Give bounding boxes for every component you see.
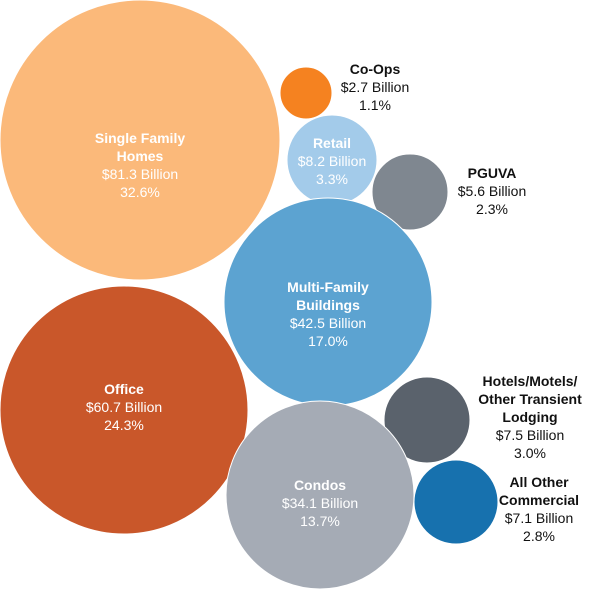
bubble-all-other-commercial: All Other Commercial $7.1 Billion 2.8% (413, 459, 579, 545)
bubble-label-share: 2.3% (476, 201, 508, 217)
bubble-label-name: Single Family (95, 130, 185, 146)
bubble-label-name: Condos (294, 477, 346, 493)
bubble-label-name: All Other (509, 474, 569, 490)
bubble-label-share: 24.3% (104, 417, 144, 433)
bubble-label-share: 2.8% (523, 528, 555, 544)
bubble-circle-co-ops (279, 66, 333, 120)
bubble-label-name: Office (104, 381, 144, 397)
bubble-circle-pguva (371, 153, 449, 231)
bubble-label-value: $7.1 Billion (505, 510, 574, 526)
bubble-label-value: $5.6 Billion (458, 183, 527, 199)
bubble-pguva: PGUVA $5.6 Billion 2.3% (371, 153, 527, 231)
bubble-label-name: Retail (313, 135, 351, 151)
bubble-retail: Retail $8.2 Billion 3.3% (286, 114, 378, 206)
bubble-label-name: Multi-Family (287, 279, 369, 295)
bubble-office: Office $60.7 Billion 24.3% (0, 285, 249, 535)
bubble-label-value: $2.7 Billion (341, 79, 410, 95)
bubble-label-value: $7.5 Billion (496, 427, 565, 443)
bubble-label-share: 3.0% (514, 445, 546, 461)
bubble-label-share: 1.1% (359, 97, 391, 113)
bubble-circle-condos (225, 400, 415, 590)
bubble-hotels-motels-other-transient-lodging: Hotels/Motels/Other Transient Lodging $7.5… (383, 373, 582, 464)
bubble-co-ops: Co-Ops $2.7 Billion 1.1% (279, 61, 410, 120)
bubble-label-value: $34.1 Billion (282, 495, 358, 511)
bubble-condos: Condos $34.1 Billion 13.7% (225, 400, 415, 590)
bubble-label-name: Other Transient (478, 391, 582, 407)
bubble-single-family-homes: Single Family Homes $81.3 Billion 32.6% (0, 0, 281, 281)
bubble-label-value: $60.7 Billion (86, 399, 162, 415)
bubble-label-name: Commercial (499, 492, 579, 508)
bubble-label-name: PGUVA (468, 165, 517, 181)
bubble-label-value: $8.2 Billion (298, 153, 367, 169)
bubble-label-value: $42.5 Billion (290, 315, 366, 331)
bubble-circle-all-other-commercial (413, 459, 499, 545)
bubble-circle-office (0, 285, 249, 535)
bubble-label-name: Homes (117, 148, 164, 164)
bubble-label-share: 32.6% (120, 184, 160, 200)
bubble-circle-hotels-motels-other-transient-lodging (383, 376, 471, 464)
bubble-label-name: Lodging (502, 409, 557, 425)
bubble-label-share: 17.0% (308, 333, 348, 349)
bubble-label-name: Buildings (296, 297, 360, 313)
bubble-multi-family-buildings: Multi-Family Buildings $42.5 Billion 17.0% (223, 197, 433, 407)
bubble-label-value: $81.3 Billion (102, 166, 178, 182)
bubble-label-name: Hotels/Motels/ (483, 373, 578, 389)
bubble-circle-single-family-homes (0, 0, 281, 281)
bubble-label-name: Co-Ops (350, 61, 401, 77)
bubble-label-share: 3.3% (316, 171, 348, 187)
bubble-label-share: 13.7% (300, 513, 340, 529)
